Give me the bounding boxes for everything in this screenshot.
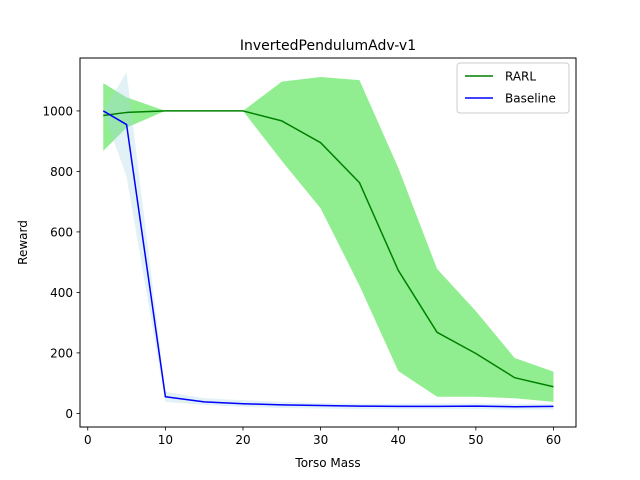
x-axis-ticks: 0 10 20 30 40 50 60	[84, 427, 561, 447]
axes-frame	[79, 57, 577, 428]
y-tick-label: 600	[50, 225, 73, 239]
legend-label-rarl: RARL	[505, 70, 536, 84]
y-tick-label: 1000	[42, 104, 73, 118]
x-tick-label: 30	[313, 433, 328, 447]
x-tick-label: 50	[468, 433, 483, 447]
series-lines	[102, 110, 554, 408]
y-tick-label: 800	[50, 165, 73, 179]
x-tick-label: 20	[235, 433, 250, 447]
x-tick-label: 10	[158, 433, 173, 447]
legend-label-baseline: Baseline	[505, 92, 556, 106]
x-tick-label: 40	[391, 433, 406, 447]
legend: RARL Baseline	[456, 62, 570, 114]
y-tick-label: 200	[50, 346, 73, 360]
y-axis-ticks: 0 200 400 600 800 1000	[42, 104, 80, 421]
x-axis-label: Torso Mass	[294, 456, 360, 470]
y-axis-label: Reward	[16, 220, 30, 265]
y-tick-label: 0	[65, 407, 73, 421]
y-tick-label: 400	[50, 286, 73, 300]
chart-title: InvertedPendulumAdv-v1	[240, 38, 416, 54]
x-tick-label: 0	[84, 433, 92, 447]
confidence-bands	[103, 72, 554, 410]
confidence-band-rarl	[103, 77, 554, 402]
x-tick-label: 60	[546, 433, 561, 447]
